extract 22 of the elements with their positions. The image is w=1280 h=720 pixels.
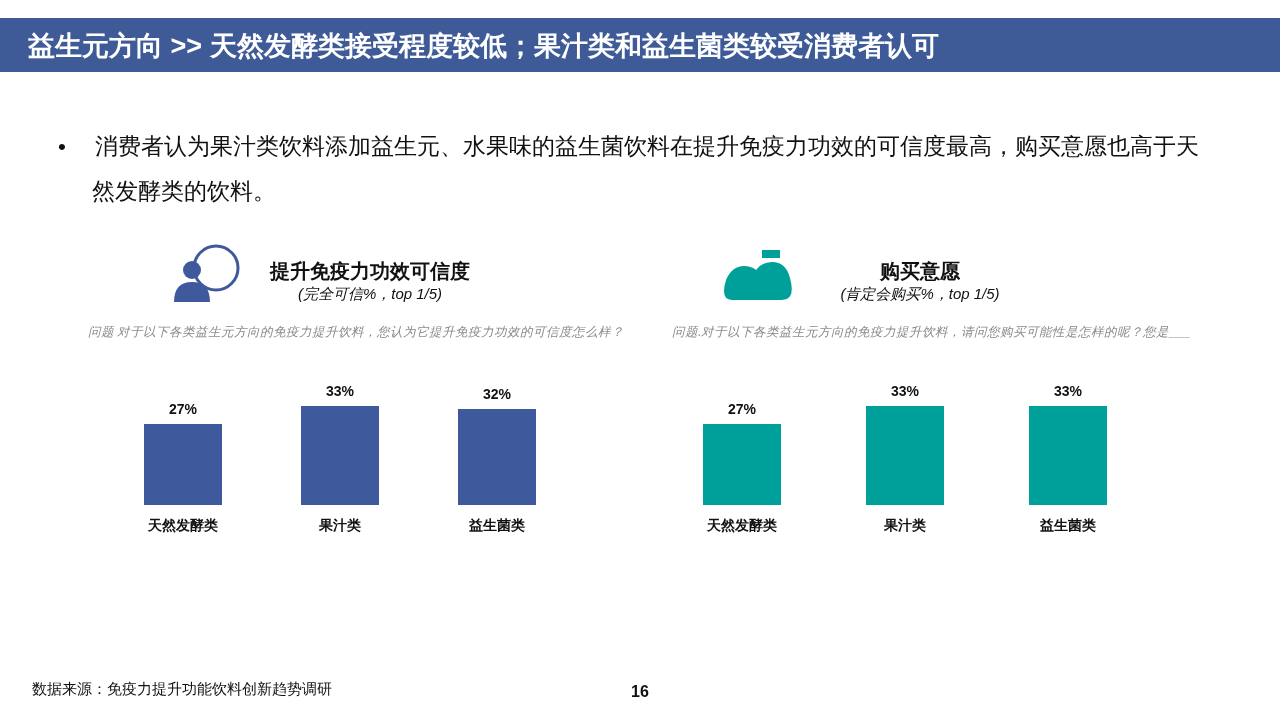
text: 益生元方向 >> 天然发酵类接受程度较低；果汁类和益生菌类较受消费者认可 [28, 30, 939, 63]
x-tick-label: 果汁类 [318, 517, 361, 533]
chart-title: 提升免疫力功效可信度 [268, 259, 471, 284]
data-label: 33% [1053, 383, 1083, 399]
data-label: 27% [168, 401, 198, 417]
data-label: 32% [482, 386, 512, 402]
source-note: 数据来源：免疫力提升功能饮料创新趋势调研 [32, 680, 332, 699]
x-tick-label: 益生菌类 [1039, 517, 1096, 533]
x-tick-label: 天然发酵类 [706, 517, 777, 533]
text: • 消费者认为果汁类饮料添加益生元、水果味的益生菌饮料在提升免疫力功效的可信度最高，购买意愿也高于天然发酵类的饮料。 [58, 133, 1200, 206]
data-label: 33% [325, 383, 355, 399]
x-tick-label: 天然发酵类 [147, 517, 218, 533]
chart-subtitle: (完全可信%，top 1/5) [296, 285, 444, 304]
text: 16 [630, 683, 650, 701]
text: 问题.对于以下各类益生元方向的免疫力提升饮料，请问您购买可能性是怎样的呢？您是___ [672, 324, 1192, 341]
chart-title: 购买意愿 [879, 259, 961, 284]
x-tick-label: 益生菌类 [468, 517, 525, 533]
text: 问题 对于以下各类益生元方向的免疫力提升饮料，您认为它提升免疫力功效的可信度怎么样？ [88, 324, 626, 341]
data-label: 33% [890, 383, 920, 399]
chart-subtitle: (肯定会购买%，top 1/5) [839, 285, 1001, 304]
x-tick-label: 果汁类 [883, 517, 926, 533]
data-label: 27% [727, 401, 757, 417]
